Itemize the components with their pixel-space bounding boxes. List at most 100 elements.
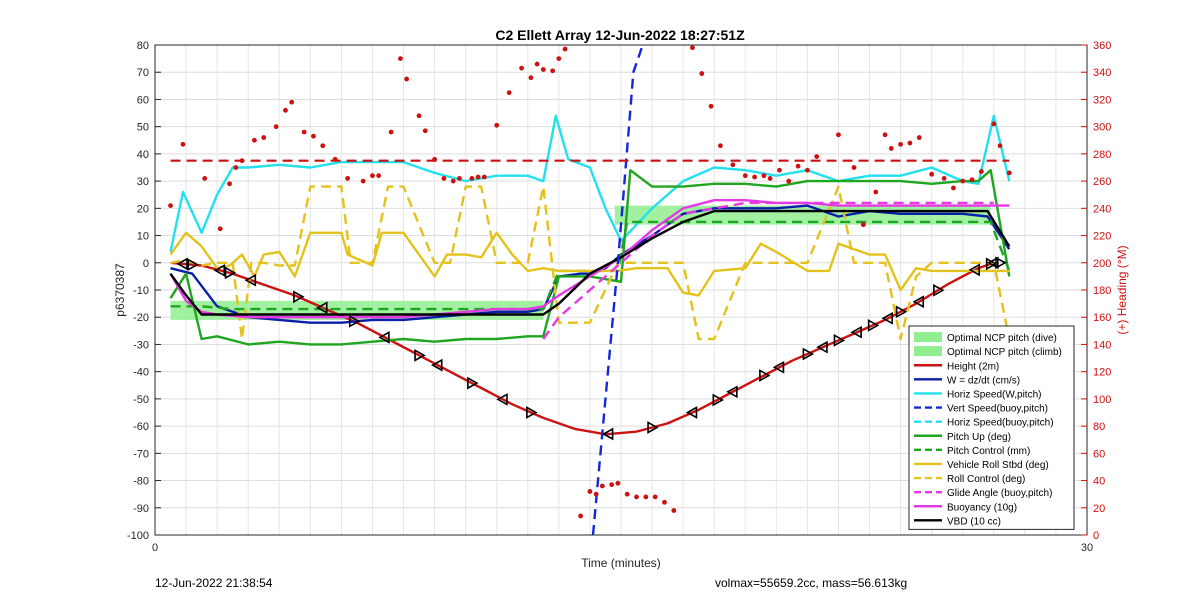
- heading-point: [624, 491, 630, 497]
- y-tick-label-right: 140: [1093, 339, 1111, 351]
- heading-point: [662, 499, 667, 505]
- heading-point: [836, 132, 841, 138]
- legend-label: W = dz/dt (cm/s): [947, 375, 1020, 386]
- legend-label: Optimal NCP pitch (dive): [947, 333, 1057, 344]
- y-tick-label-right: 0: [1093, 530, 1099, 542]
- series-line: [170, 261, 995, 436]
- y-tick-label-right: 200: [1093, 258, 1111, 270]
- direction-marker: [176, 257, 188, 271]
- y-tick-label-left: -80: [133, 476, 149, 488]
- heading-point: [469, 175, 475, 181]
- heading-point: [416, 113, 422, 119]
- heading-point: [494, 122, 500, 128]
- heading-point: [643, 494, 649, 500]
- heading-point: [652, 494, 658, 500]
- heading-point: [550, 68, 556, 74]
- heading-point: [370, 173, 375, 179]
- y-axis-label-left: p6370387: [113, 263, 127, 317]
- heading-point: [671, 508, 677, 513]
- heading-point: [587, 489, 593, 494]
- legend-label: Vert Speed(buoy,pitch): [947, 404, 1048, 415]
- heading-point: [795, 163, 801, 169]
- y-tick-label-right: 120: [1093, 367, 1111, 379]
- y-tick-label-right: 20: [1093, 503, 1105, 515]
- heading-point: [882, 132, 888, 138]
- heading-point: [860, 222, 866, 228]
- chart-title: C2 Ellett Array 12-Jun-2022 18:27:51Z: [495, 27, 745, 43]
- direction-marker: [759, 369, 771, 382]
- direction-marker: [224, 266, 237, 280]
- direction-marker: [987, 256, 999, 270]
- heading-point: [699, 71, 705, 76]
- heading-point: [432, 156, 437, 162]
- heading-point: [506, 90, 512, 96]
- heading-point: [873, 189, 879, 195]
- heading-point: [978, 169, 984, 174]
- series-line: [169, 114, 1011, 253]
- heading-point: [404, 76, 410, 82]
- legend-label: Roll Control (deg): [947, 474, 1025, 485]
- series-line: [169, 199, 1010, 319]
- series-line: [169, 231, 1010, 297]
- y-tick-label-left: -60: [133, 421, 149, 433]
- heading-point: [997, 143, 1003, 149]
- heading-point: [320, 143, 326, 149]
- legend-label: Glide Angle (buoy,pitch): [947, 488, 1052, 499]
- legend-label: Vehicle Roll Stbd (deg): [947, 460, 1049, 471]
- heading-point: [360, 178, 366, 184]
- heading-point: [898, 141, 903, 147]
- heading-point: [534, 61, 540, 67]
- series-line: [591, 44, 644, 536]
- heading-point: [951, 185, 956, 191]
- heading-point: [202, 175, 208, 181]
- direction-marker: [850, 325, 862, 339]
- legend-label: Pitch Control (mm): [947, 446, 1030, 457]
- direction-marker: [881, 311, 893, 325]
- y-tick-label-left: -100: [127, 530, 149, 542]
- y-tick-label-right: 100: [1093, 394, 1111, 406]
- direction-marker: [213, 264, 226, 277]
- heading-point: [239, 158, 245, 164]
- heading-point: [888, 146, 894, 151]
- heading-point: [332, 156, 338, 162]
- legend: Optimal NCP pitch (dive) Optimal NCP pitc…: [908, 325, 1075, 530]
- y-tick-label-right: 320: [1093, 94, 1111, 106]
- heading-point: [441, 175, 447, 181]
- heading-point: [578, 513, 584, 519]
- heading-point: [233, 165, 239, 170]
- y-tick-label-left: -20: [133, 312, 149, 324]
- x-tick-label: 30: [1081, 542, 1093, 554]
- direction-marker: [467, 376, 479, 390]
- heading-point: [761, 173, 767, 179]
- heading-point: [814, 154, 820, 160]
- direction-marker: [802, 347, 815, 361]
- direction-marker: [867, 319, 880, 332]
- y-tick-label-left: -70: [133, 448, 149, 460]
- heading-point: [752, 174, 757, 180]
- direction-marker: [816, 340, 828, 354]
- heading-point: [422, 128, 428, 134]
- y-axis-label-right: (+) Heading (°M): [1115, 245, 1129, 334]
- heading-point: [690, 45, 695, 51]
- heading-point: [556, 56, 562, 62]
- heading-point: [217, 226, 223, 232]
- heading-point: [261, 135, 267, 140]
- heading-point: [941, 175, 947, 181]
- legend-label: VBD (10 cc): [947, 516, 1001, 527]
- heading-point: [227, 181, 232, 187]
- direction-marker: [293, 290, 305, 304]
- heading-point: [475, 174, 481, 180]
- direction-marker: [244, 273, 257, 287]
- x-axis: 0 30: [152, 529, 1093, 554]
- heading-point: [615, 480, 621, 486]
- heading-point: [742, 173, 748, 179]
- direction-marker: [685, 406, 698, 419]
- legend-label: Height (2m): [947, 361, 999, 372]
- heading-point: [730, 162, 736, 168]
- series-line: [170, 185, 1011, 341]
- heading-point: [851, 165, 857, 170]
- heading-point: [593, 491, 599, 497]
- heading-point: [180, 141, 186, 147]
- footer-mass-info: volmax=55659.2cc, mass=56.613kg: [715, 576, 908, 590]
- heading-point: [519, 65, 524, 71]
